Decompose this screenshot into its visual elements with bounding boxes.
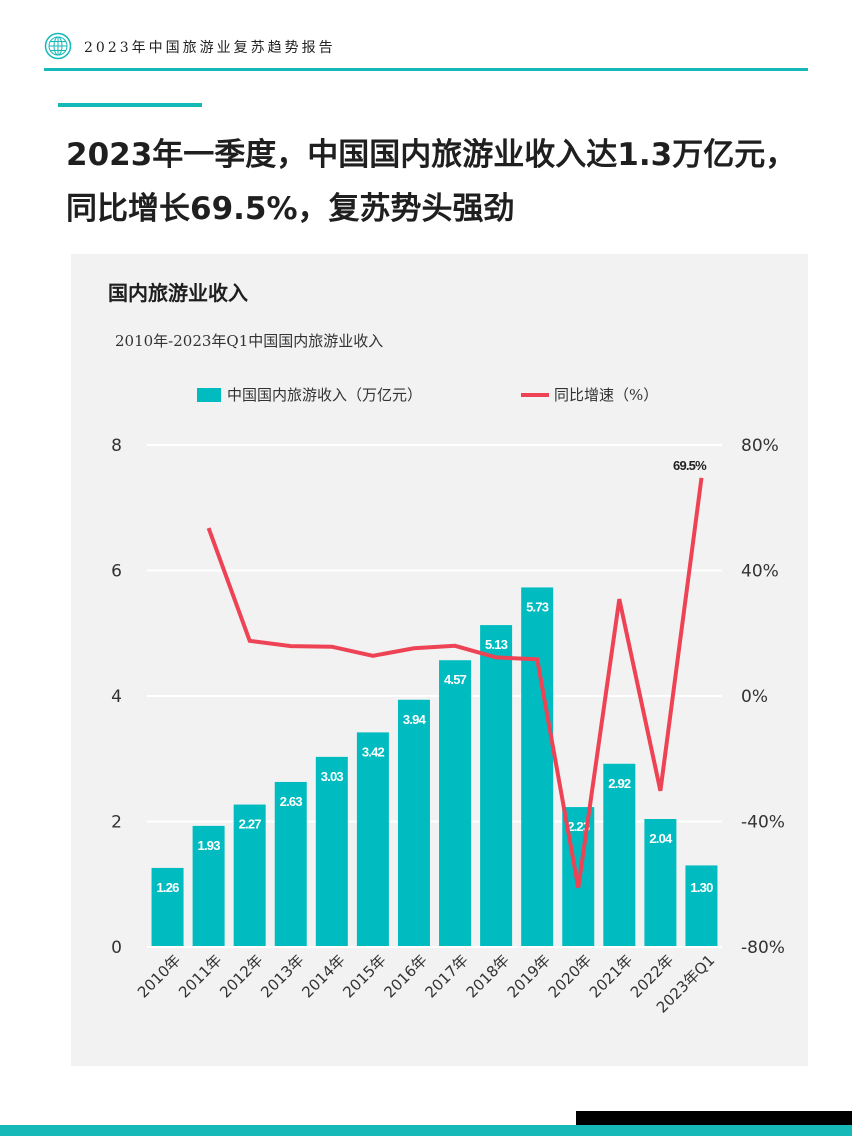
report-title: 2023年中国旅游业复苏趋势报告 (84, 40, 336, 56)
x-tick-label: 2010年 (134, 951, 184, 1001)
bar-value-label: 2.63 (280, 794, 303, 809)
panel-title: 国内旅游业收入 (108, 281, 248, 305)
legend-label-bar: 中国国内旅游收入（万亿元） (227, 386, 422, 404)
bar-value-label: 2.92 (608, 776, 631, 791)
headline-line-1: 2023年一季度，中国国内旅游业收入达1.3万亿元， (66, 137, 797, 173)
y-left-tick-label: 2 (111, 813, 122, 833)
y-left-tick-label: 6 (111, 562, 122, 582)
bar (685, 865, 718, 947)
bar (521, 587, 554, 947)
bar-value-label: 3.94 (403, 712, 427, 727)
x-tick-label: 2019年 (504, 951, 554, 1001)
header-divider (44, 68, 808, 71)
y-right-tick-label: 0% (741, 687, 768, 707)
legend-label-line: 同比增速（%） (554, 386, 658, 404)
x-tick-label: 2012年 (216, 951, 266, 1001)
globe-icon (44, 32, 72, 60)
y-right-tick-label: -80% (741, 938, 785, 958)
bar-value-label: 3.03 (321, 769, 344, 784)
bar-value-label: 5.13 (485, 637, 508, 652)
bar (603, 763, 636, 947)
x-tick-label: 2017年 (422, 951, 472, 1001)
headline-accent-bar (58, 103, 202, 107)
x-tick-label: 2018年 (463, 951, 513, 1001)
x-tick-label: 2013年 (257, 951, 307, 1001)
bar (439, 660, 472, 947)
x-tick-label: 2021年 (586, 951, 636, 1001)
bar-value-label: 5.73 (526, 599, 549, 614)
y-left-tick-label: 0 (111, 938, 122, 958)
bar-value-label: 3.42 (362, 744, 385, 759)
bar (644, 818, 677, 947)
chart-subtitle: 2010年-2023年Q1中国国内旅游业收入 (115, 332, 384, 350)
y-right-tick-label: -40% (741, 813, 785, 833)
footer-black-bar (576, 1111, 852, 1125)
bar-value-label: 2.27 (239, 817, 262, 832)
legend-swatch-bar (197, 388, 221, 402)
bar (233, 804, 266, 947)
bar-value-label: 2.04 (649, 831, 673, 846)
x-tick-label: 2020年 (545, 951, 595, 1001)
bar (274, 781, 307, 947)
y-left-tick-label: 8 (111, 436, 122, 456)
y-right-tick-label: 80% (741, 436, 779, 456)
bar (356, 732, 389, 947)
page-headline: 2023年一季度，中国国内旅游业收入达1.3万亿元， 同比增长69.5%，复苏势… (66, 128, 826, 236)
headline-line-2: 同比增长69.5%，复苏势头强劲 (66, 191, 515, 227)
bar (151, 867, 184, 947)
bar-value-label: 1.93 (198, 838, 221, 853)
bar (192, 825, 225, 947)
bar (397, 699, 430, 947)
x-tick-label: 2011年 (175, 951, 225, 1001)
y-left-tick-label: 4 (111, 687, 122, 707)
bar (480, 625, 513, 947)
footer-teal-bar (0, 1125, 852, 1136)
y-right-tick-label: 40% (741, 562, 779, 582)
x-tick-label: 2016年 (380, 951, 430, 1001)
bar-value-label: 1.30 (690, 880, 713, 895)
x-tick-label: 2014年 (298, 951, 348, 1001)
report-header: 2023年中国旅游业复苏趋势报告 (44, 30, 808, 70)
growth-point-label: 69.5% (673, 458, 707, 473)
x-tick-label: 2015年 (339, 951, 389, 1001)
bar-value-label: 1.26 (156, 880, 179, 895)
bar (315, 756, 348, 947)
bar-value-label: 4.57 (444, 672, 467, 687)
